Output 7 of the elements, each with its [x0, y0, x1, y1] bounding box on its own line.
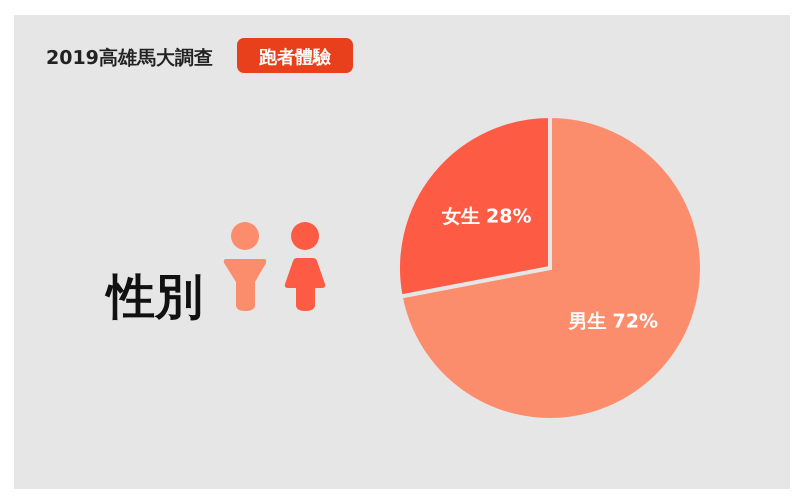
data-label: 72%: [612, 310, 658, 332]
chart-subtitle: 跑者體驗: [258, 47, 332, 68]
text: 2019高雄馬大調查: [46, 47, 213, 69]
slice-label: 女生: [441, 206, 480, 228]
slice-label: 男生: [568, 310, 606, 332]
data-label: 28%: [486, 206, 532, 228]
text: 性別: [104, 269, 203, 325]
